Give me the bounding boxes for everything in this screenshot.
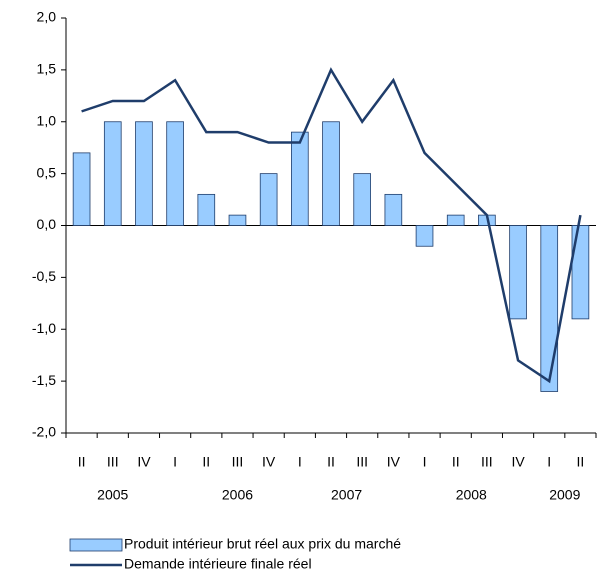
bar [384, 193, 403, 226]
x-tick-label: II [202, 454, 210, 470]
x-tick-label: II [78, 454, 86, 470]
year-label: 2007 [331, 487, 362, 503]
x-tick-label: I [423, 454, 427, 470]
x-tick-label: I [173, 454, 177, 470]
x-tick-label: II [452, 454, 460, 470]
x-tick-label: IV [511, 454, 525, 470]
year-label: 2009 [549, 487, 580, 503]
bar [353, 173, 371, 226]
x-tick-label: I [298, 454, 302, 470]
year-label: 2008 [456, 487, 487, 503]
legend-label: Demande intérieure finale réel [124, 556, 312, 572]
x-tick-label: IV [262, 454, 276, 470]
bar [415, 225, 434, 247]
y-tick-label: -0,5 [32, 268, 56, 284]
y-tick-label: 1,0 [37, 112, 57, 128]
year-label: 2005 [97, 487, 128, 503]
x-tick-label: III [107, 454, 119, 470]
x-tick-label: II [327, 454, 335, 470]
y-tick-label: -2,0 [32, 424, 56, 440]
bar [540, 225, 559, 392]
y-tick-label: 0,5 [37, 164, 57, 180]
bar [166, 121, 184, 226]
legend-label: Produit intérieur brut réel aux prix du … [124, 536, 401, 552]
x-tick-label: III [481, 454, 493, 470]
y-tick-label: 1,5 [37, 61, 57, 77]
bar [446, 214, 465, 226]
x-tick-label: III [356, 454, 368, 470]
bar [571, 225, 590, 320]
y-tick-label: 0,0 [37, 216, 57, 232]
x-tick-label: IV [137, 454, 151, 470]
y-tick-label: -1,5 [32, 372, 56, 388]
bar [291, 131, 309, 226]
y-tick-label: -1,0 [32, 320, 56, 336]
legend-swatch [69, 538, 123, 552]
x-tick-label: IV [387, 454, 401, 470]
bar [72, 152, 91, 226]
bar [322, 121, 340, 226]
year-label: 2006 [222, 487, 253, 503]
bar [103, 121, 122, 226]
bar [228, 214, 247, 226]
bar [135, 121, 153, 226]
y-tick-label: 2,0 [37, 9, 57, 25]
line [81, 67, 582, 384]
x-tick-label: III [232, 454, 244, 470]
bar [197, 193, 216, 226]
x-tick-label: II [577, 454, 585, 470]
bar [259, 173, 278, 226]
bar [509, 225, 527, 320]
x-tick-label: I [547, 454, 551, 470]
